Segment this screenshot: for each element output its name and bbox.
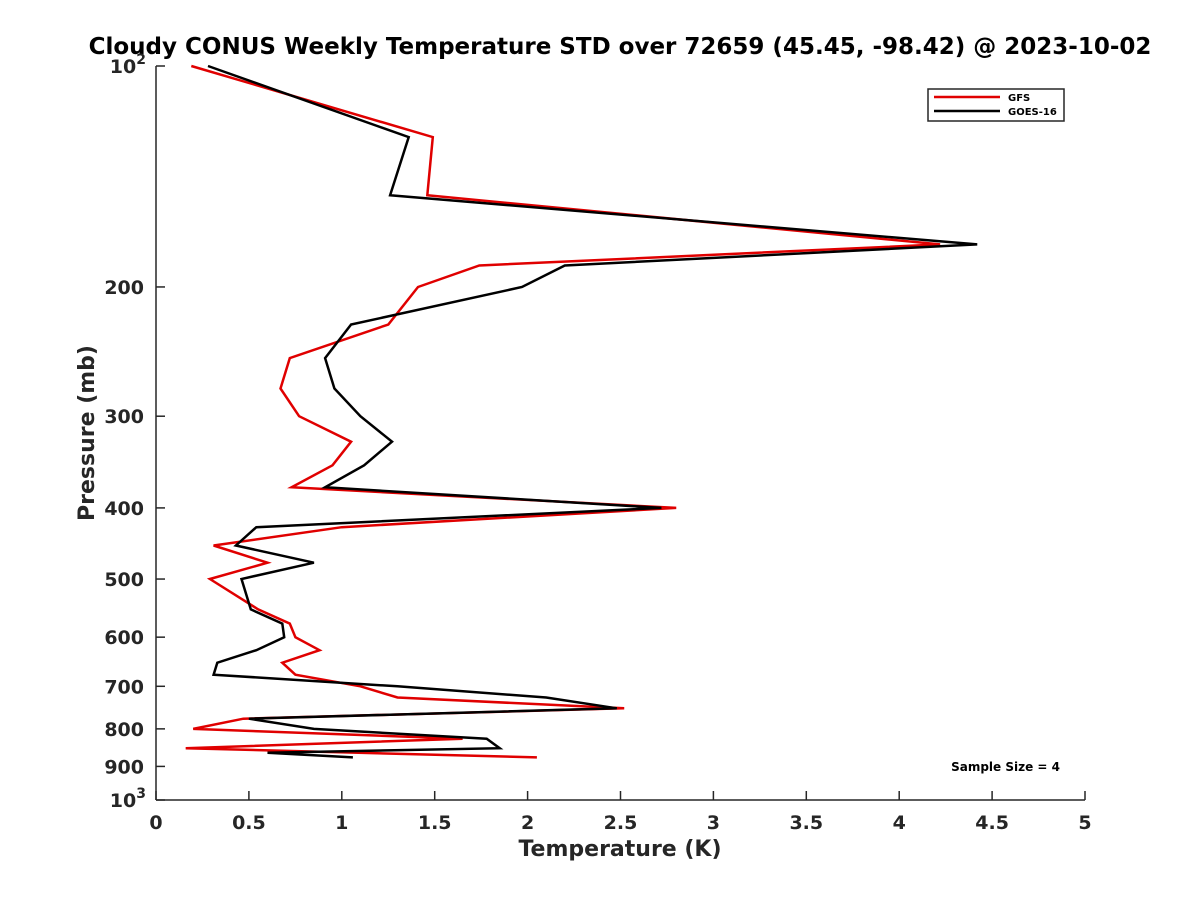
y-tick-label: 900 [104, 756, 144, 778]
y-tick-label: 102 [110, 52, 146, 78]
y-tick-label: 500 [104, 569, 144, 591]
x-tick-label: 0 [149, 812, 162, 834]
y-tick-label: 400 [104, 498, 144, 520]
y-tick-label: 600 [104, 627, 144, 649]
x-tick-label: 4 [893, 812, 906, 834]
y-tick-label: 200 [104, 277, 144, 299]
y-tick-label: 800 [104, 719, 144, 741]
series-line-gfs [185, 64, 941, 759]
x-tick-label: 4.5 [975, 812, 1009, 834]
x-tick-label: 1.5 [418, 812, 452, 834]
legend: GFS GOES-16 [927, 88, 1065, 122]
legend-label-gfs: GFS [1008, 93, 1030, 104]
x-tick-label: 3 [707, 812, 720, 834]
y-tick-label: 300 [104, 406, 144, 428]
y-tick-base: 10 [110, 56, 136, 78]
legend-label-goes-16: GOES-16 [1008, 107, 1057, 118]
y-tick-exponent: 3 [136, 786, 146, 802]
y-tick-label: 103 [110, 786, 146, 812]
series-line-goes-16 [207, 64, 978, 759]
x-axis-title: Temperature (K) [518, 837, 721, 862]
plot-area [185, 64, 978, 759]
legend-box [927, 88, 1065, 122]
x-tick-label: 2 [521, 812, 534, 834]
chart-title: Cloudy CONUS Weekly Temperature STD over… [89, 34, 1152, 60]
y-axis-title: Pressure (mb) [75, 345, 100, 521]
y-tick-exponent: 2 [136, 52, 146, 68]
sample-size-annotation: Sample Size = 4 [951, 760, 1060, 774]
y-tick-label: 700 [104, 676, 144, 698]
x-axis-ticks: 0 0.5 1 1.5 2 2.5 3 3.5 4 4.5 5 [149, 791, 1092, 834]
x-tick-label: 0.5 [232, 812, 266, 834]
x-tick-label: 1 [335, 812, 348, 834]
y-tick-base: 10 [110, 790, 136, 812]
x-tick-label: 2.5 [604, 812, 638, 834]
x-tick-label: 3.5 [789, 812, 823, 834]
x-tick-label: 5 [1078, 812, 1091, 834]
